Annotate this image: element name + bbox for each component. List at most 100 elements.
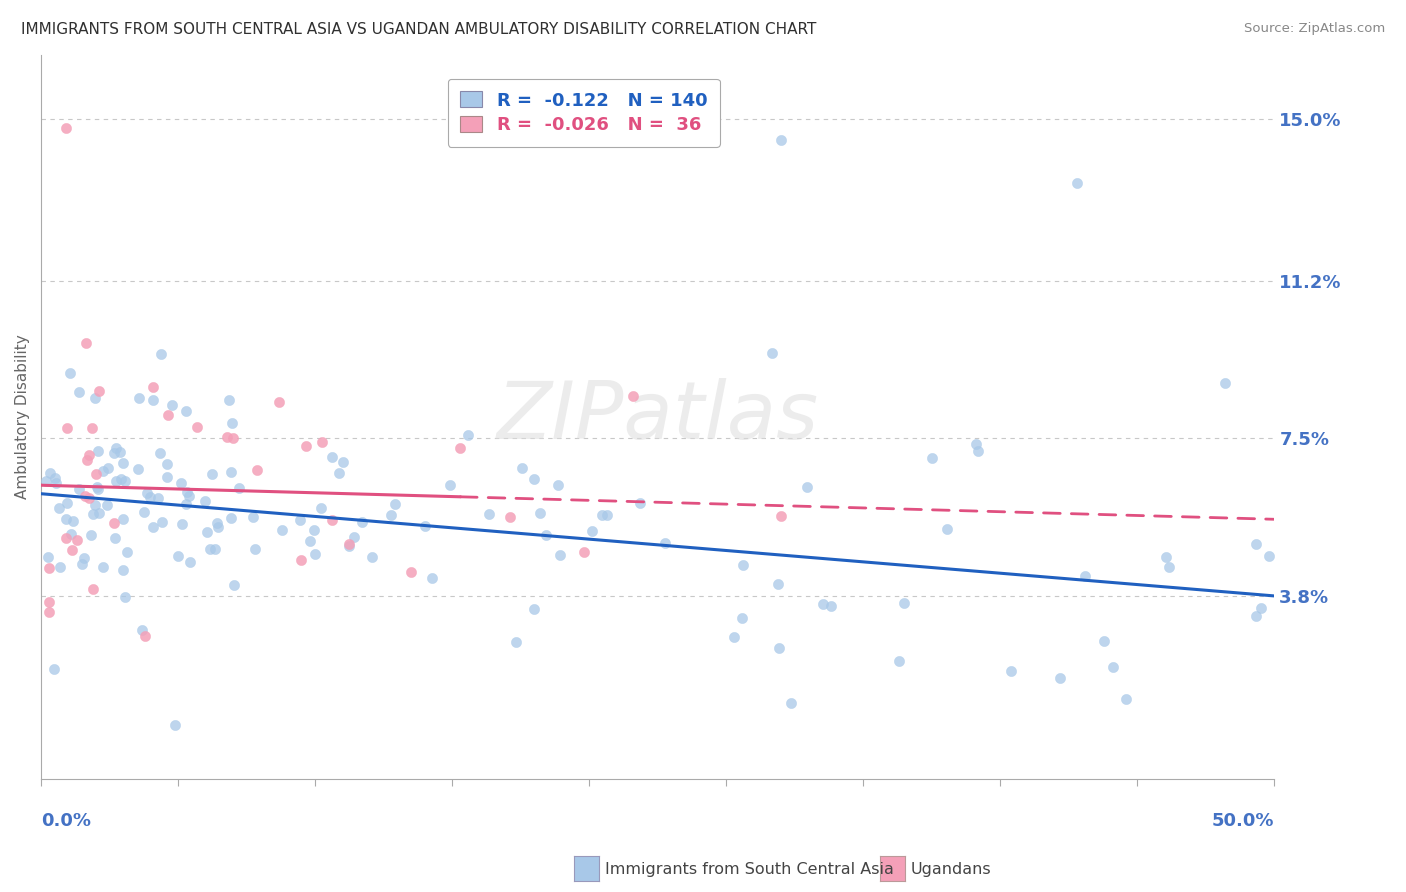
- Point: [127, 462, 149, 476]
- Point: [131, 623, 153, 637]
- Point: [55, 512, 77, 526]
- Point: [160, 398, 183, 412]
- Point: [66, 533, 89, 548]
- Point: [628, 496, 651, 510]
- Point: [1074, 568, 1097, 582]
- Point: [439, 477, 461, 491]
- Point: [60, 542, 83, 557]
- Text: 0.0%: 0.0%: [41, 812, 91, 830]
- Point: [1244, 609, 1267, 624]
- Point: [1213, 376, 1236, 390]
- Point: [176, 485, 198, 500]
- Point: [86, 483, 108, 497]
- Point: [768, 641, 790, 656]
- Point: [246, 463, 269, 477]
- Text: Source: ZipAtlas.com: Source: ZipAtlas.com: [1244, 22, 1385, 36]
- Point: [35, 474, 58, 488]
- Point: [723, 630, 745, 644]
- Point: [328, 466, 350, 480]
- Point: [163, 718, 186, 732]
- Point: [505, 635, 527, 649]
- Point: [380, 508, 402, 522]
- Point: [110, 445, 132, 459]
- Point: [399, 566, 422, 580]
- Point: [62, 514, 84, 528]
- Y-axis label: Ambulatory Disability: Ambulatory Disability: [15, 334, 30, 500]
- Point: [350, 516, 373, 530]
- Point: [149, 347, 172, 361]
- Point: [142, 520, 165, 534]
- Point: [204, 541, 226, 556]
- Point: [201, 467, 224, 481]
- Point: [96, 498, 118, 512]
- Point: [337, 537, 360, 551]
- Point: [420, 571, 443, 585]
- Point: [290, 552, 312, 566]
- Point: [138, 491, 160, 505]
- Point: [105, 474, 128, 488]
- Point: [523, 602, 546, 616]
- Point: [321, 450, 343, 464]
- Text: ZIPatlas: ZIPatlas: [496, 378, 818, 456]
- Point: [499, 510, 522, 524]
- Point: [935, 522, 957, 536]
- Point: [142, 392, 165, 407]
- Point: [779, 696, 801, 710]
- Point: [887, 655, 910, 669]
- Point: [457, 428, 479, 442]
- Point: [534, 528, 557, 542]
- Point: [321, 513, 343, 527]
- Point: [478, 507, 501, 521]
- Point: [796, 480, 818, 494]
- Legend: R =  -0.122   N = 140, R =  -0.026   N =  36: R = -0.122 N = 140, R = -0.026 N = 36: [447, 78, 720, 147]
- Point: [1000, 664, 1022, 678]
- Point: [142, 380, 165, 394]
- Point: [76, 453, 98, 467]
- Point: [228, 481, 250, 495]
- Point: [84, 467, 107, 482]
- Point: [112, 563, 135, 577]
- Point: [581, 524, 603, 538]
- Point: [295, 439, 318, 453]
- Point: [271, 524, 294, 538]
- Point: [170, 517, 193, 532]
- Point: [104, 531, 127, 545]
- Point: [1049, 671, 1071, 685]
- Point: [134, 505, 156, 519]
- Point: [766, 577, 789, 591]
- Point: [49, 559, 72, 574]
- Point: [87, 384, 110, 398]
- Point: [134, 628, 156, 642]
- Text: 50.0%: 50.0%: [1212, 812, 1274, 830]
- Text: Immigrants from South Central Asia: Immigrants from South Central Asia: [605, 863, 893, 877]
- Point: [311, 501, 333, 516]
- Point: [72, 557, 94, 571]
- Point: [733, 558, 755, 573]
- Point: [1250, 601, 1272, 615]
- Point: [103, 446, 125, 460]
- Point: [38, 605, 60, 619]
- Point: [73, 551, 96, 566]
- Point: [59, 366, 82, 380]
- Point: [811, 597, 834, 611]
- Point: [83, 391, 105, 405]
- Point: [654, 536, 676, 550]
- Point: [221, 416, 243, 430]
- Point: [302, 524, 325, 538]
- Point: [75, 489, 97, 503]
- Point: [55, 421, 77, 435]
- Point: [218, 392, 240, 407]
- Point: [55, 496, 77, 510]
- Point: [87, 506, 110, 520]
- Point: [82, 421, 104, 435]
- Point: [770, 508, 793, 523]
- Point: [166, 549, 188, 563]
- Point: [170, 475, 193, 490]
- Point: [67, 482, 90, 496]
- Point: [76, 335, 98, 350]
- Point: [215, 430, 238, 444]
- Point: [224, 577, 246, 591]
- Point: [37, 549, 59, 564]
- Point: [45, 475, 67, 490]
- Point: [449, 441, 471, 455]
